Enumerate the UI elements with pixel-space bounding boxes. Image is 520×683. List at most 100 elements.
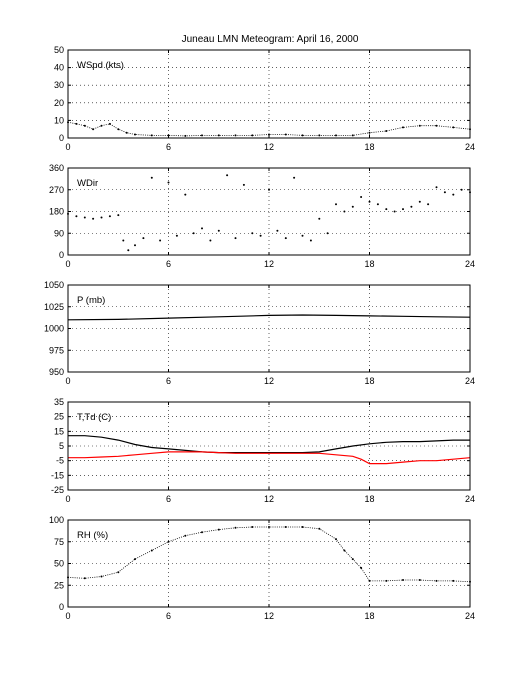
wspd-data-point xyxy=(301,134,304,137)
wdir-data-point xyxy=(175,234,178,237)
wdir-data-point xyxy=(402,208,404,211)
wdir-data-point xyxy=(234,237,237,240)
y-tick-label: 10 xyxy=(54,115,64,125)
wdir-data-point xyxy=(251,232,254,235)
wspd-data-point xyxy=(385,130,388,132)
temperature-series-line-1 xyxy=(68,451,471,465)
wspd-data-point xyxy=(318,134,321,137)
wdir-data-point xyxy=(443,191,446,194)
y-tick-label: -15 xyxy=(51,470,64,480)
wdir-data-point xyxy=(326,232,329,235)
wdir-data-point xyxy=(376,203,379,206)
wspd-data-point xyxy=(92,128,95,131)
y-tick-label: 270 xyxy=(49,185,64,195)
rh-data-point xyxy=(251,526,254,528)
x-tick-label: 24 xyxy=(465,611,475,621)
y-tick-label: 950 xyxy=(49,367,64,377)
wdir-data-point xyxy=(159,239,162,242)
x-tick-label: 24 xyxy=(465,259,475,269)
x-tick-label: 0 xyxy=(65,142,70,152)
x-tick-label: 12 xyxy=(264,611,274,621)
wdir-data-point xyxy=(427,203,430,206)
x-tick-label: 18 xyxy=(364,376,374,386)
x-tick-label: 18 xyxy=(364,611,374,621)
x-tick-label: 18 xyxy=(364,259,374,269)
x-tick-label: 6 xyxy=(166,376,171,386)
x-tick-label: 24 xyxy=(465,142,475,152)
y-tick-label: 5 xyxy=(59,441,64,451)
temperature-panel-label: T,Td (C) xyxy=(77,412,111,423)
panel-temperature: 0 6 12 18 24 -25 -15 -5 5 15 25 35 T,Td (C) xyxy=(51,397,475,504)
wdir-data-point xyxy=(242,183,245,186)
x-tick-label: 0 xyxy=(65,259,70,269)
wdir-data-point xyxy=(276,229,279,232)
wspd-data-point xyxy=(125,131,128,134)
wspd-data-point xyxy=(100,124,103,127)
y-tick-label: 75 xyxy=(54,537,64,547)
rh-data-point xyxy=(100,575,103,578)
wspd-data-point xyxy=(134,133,136,136)
y-tick-label: 0 xyxy=(59,602,64,612)
wspd-data-point xyxy=(83,124,86,127)
x-tick-label: 12 xyxy=(264,142,274,152)
temperature-series-line-0 xyxy=(68,435,470,454)
y-tick-label: 25 xyxy=(54,580,64,590)
rh-data-point xyxy=(184,534,187,537)
y-tick-label: 50 xyxy=(54,45,64,55)
wspd-data-point xyxy=(351,134,354,137)
wspd-data-point xyxy=(184,134,187,137)
wdir-data-point xyxy=(209,239,212,242)
wspd-data-point xyxy=(108,122,111,125)
wdir-data-point xyxy=(385,208,388,211)
wdir-data-point xyxy=(301,234,304,237)
wdir-data-point xyxy=(117,214,120,217)
wspd-data-point xyxy=(284,133,287,136)
wspd-data-point xyxy=(335,134,337,137)
y-tick-label: 975 xyxy=(49,345,64,355)
x-tick-label: 18 xyxy=(364,142,374,152)
rh-data-point xyxy=(385,579,388,582)
rh-series-trace xyxy=(67,526,471,583)
x-tick-label: 24 xyxy=(465,376,475,386)
wspd-data-point xyxy=(234,134,237,137)
y-tick-label: 1050 xyxy=(44,280,64,290)
rh-data-point xyxy=(268,526,270,528)
x-tick-label: 0 xyxy=(65,494,70,504)
x-tick-label: 12 xyxy=(264,494,274,504)
wspd-data-point xyxy=(75,122,78,125)
rh-data-point xyxy=(234,526,237,529)
rh-data-point xyxy=(150,549,153,552)
wdir-data-point xyxy=(217,229,220,232)
wdir-data-point xyxy=(368,200,371,203)
panel-rh: 0 6 12 18 24 0 25 50 75 100 RH (%) xyxy=(49,515,475,621)
y-tick-label: 50 xyxy=(54,559,64,569)
wspd-data-point xyxy=(452,126,455,129)
wspd-data-point xyxy=(402,126,404,129)
y-tick-label: -25 xyxy=(51,485,64,495)
x-tick-label: 6 xyxy=(166,611,171,621)
wdir-data-point xyxy=(122,239,125,242)
x-tick-label: 24 xyxy=(465,494,475,504)
rh-data-point xyxy=(134,558,136,561)
wspd-data-point xyxy=(418,124,421,127)
wdir-data-point xyxy=(134,244,136,247)
rh-data-point xyxy=(360,566,363,569)
wdir-data-point xyxy=(460,188,463,191)
pressure-series-line-0 xyxy=(67,314,471,321)
y-tick-label: 30 xyxy=(54,80,64,90)
wdir-data-point xyxy=(201,227,203,230)
wdir-data-point xyxy=(226,174,229,177)
y-tick-label: 180 xyxy=(49,207,64,217)
rh-data-point xyxy=(83,577,86,580)
wdir-data-point xyxy=(318,217,321,220)
wdir-data-point xyxy=(150,176,153,179)
wspd-data-point xyxy=(201,134,203,137)
wdir-data-point xyxy=(184,193,187,196)
rh-data-point xyxy=(343,549,346,552)
rh-data-point xyxy=(117,571,120,574)
wspd-data-point xyxy=(150,134,153,137)
rh-data-point xyxy=(418,579,421,581)
y-tick-label: 40 xyxy=(54,63,64,73)
wdir-data-point xyxy=(142,237,145,240)
